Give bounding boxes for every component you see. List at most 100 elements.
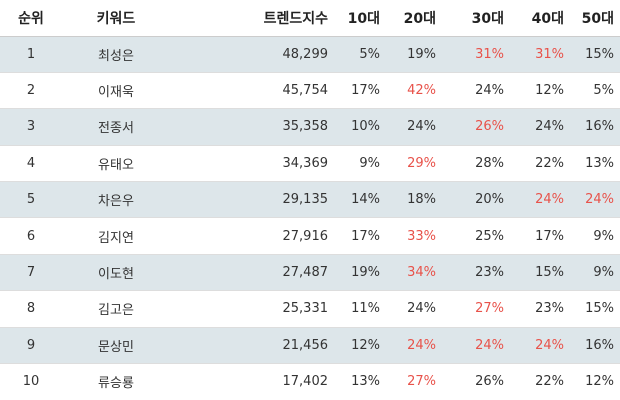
age-10s-cell: 5%: [334, 35, 386, 73]
keyword-cell: 유태오: [62, 144, 170, 182]
age-30s-cell: 20%: [442, 181, 510, 218]
age-30s-cell: 23%: [442, 253, 510, 291]
age-40s-cell: 31%: [510, 35, 570, 73]
age-20s-cell: 19%: [386, 35, 442, 73]
age-10s-cell: 10%: [334, 108, 386, 146]
header-age-40s: 40대: [510, 0, 570, 37]
age-30s-cell: 26%: [442, 363, 510, 400]
age-50s-cell: 13%: [570, 144, 620, 182]
table-row: 2 이재욱 45,754 17% 42% 24% 12% 5%: [0, 71, 620, 109]
table-row: 8 김고은 25,331 11% 24% 27% 23% 15%: [0, 290, 620, 328]
table-row: 3 전종서 35,358 10% 24% 26% 24% 16%: [0, 108, 620, 146]
age-40s-cell: 24%: [510, 108, 570, 146]
age-50s-cell: 16%: [570, 326, 620, 364]
age-20s-cell: 29%: [386, 144, 442, 182]
trend-index-cell: 48,299: [170, 35, 334, 73]
header-age-20s: 20대: [386, 0, 442, 37]
age-30s-cell: 24%: [442, 326, 510, 364]
age-10s-cell: 19%: [334, 253, 386, 291]
age-40s-cell: 24%: [510, 326, 570, 364]
table-row: 6 김지연 27,916 17% 33% 25% 17% 9%: [0, 217, 620, 255]
age-20s-cell: 24%: [386, 326, 442, 364]
rank-cell: 3: [0, 108, 62, 146]
age-20s-cell: 24%: [386, 290, 442, 328]
table-row: 7 이도현 27,487 19% 34% 23% 15% 9%: [0, 253, 620, 291]
age-20s-cell: 18%: [386, 181, 442, 218]
age-30s-cell: 31%: [442, 35, 510, 73]
keyword-cell: 차은우: [62, 181, 170, 218]
rank-cell: 4: [0, 144, 62, 182]
rank-cell: 8: [0, 290, 62, 328]
keyword-cell: 류승룡: [62, 363, 170, 400]
header-keyword: 키워드: [62, 0, 170, 37]
table-row: 9 문상민 21,456 12% 24% 24% 24% 16%: [0, 326, 620, 364]
trend-index-cell: 27,916: [170, 217, 334, 255]
age-10s-cell: 13%: [334, 363, 386, 400]
age-50s-cell: 12%: [570, 363, 620, 400]
age-40s-cell: 17%: [510, 217, 570, 255]
age-10s-cell: 11%: [334, 290, 386, 328]
trend-index-cell: 27,487: [170, 253, 334, 291]
table-row: 4 유태오 34,369 9% 29% 28% 22% 13%: [0, 144, 620, 182]
age-40s-cell: 15%: [510, 253, 570, 291]
age-30s-cell: 26%: [442, 108, 510, 146]
keyword-cell: 이재욱: [62, 71, 170, 109]
age-50s-cell: 16%: [570, 108, 620, 146]
age-10s-cell: 17%: [334, 217, 386, 255]
header-row: 순위 키워드 트렌드지수 10대 20대 30대 40대 50대: [0, 0, 620, 37]
header-rank: 순위: [0, 0, 62, 37]
rank-cell: 5: [0, 181, 62, 218]
age-50s-cell: 15%: [570, 35, 620, 73]
age-40s-cell: 22%: [510, 144, 570, 182]
trend-index-cell: 21,456: [170, 326, 334, 364]
rank-cell: 7: [0, 253, 62, 291]
age-20s-cell: 42%: [386, 71, 442, 109]
age-40s-cell: 23%: [510, 290, 570, 328]
rank-cell: 2: [0, 71, 62, 109]
rank-cell: 10: [0, 363, 62, 400]
keyword-cell: 전종서: [62, 108, 170, 146]
age-50s-cell: 9%: [570, 253, 620, 291]
trend-index-cell: 45,754: [170, 71, 334, 109]
table-row: 5 차은우 29,135 14% 18% 20% 24% 24%: [0, 181, 620, 218]
keyword-cell: 문상민: [62, 326, 170, 364]
trend-index-cell: 35,358: [170, 108, 334, 146]
age-30s-cell: 24%: [442, 71, 510, 109]
age-20s-cell: 24%: [386, 108, 442, 146]
age-10s-cell: 12%: [334, 326, 386, 364]
age-30s-cell: 25%: [442, 217, 510, 255]
trend-index-cell: 29,135: [170, 181, 334, 218]
age-40s-cell: 22%: [510, 363, 570, 400]
trend-index-cell: 25,331: [170, 290, 334, 328]
age-20s-cell: 34%: [386, 253, 442, 291]
age-10s-cell: 17%: [334, 71, 386, 109]
age-10s-cell: 9%: [334, 144, 386, 182]
age-30s-cell: 27%: [442, 290, 510, 328]
table-row: 1 최성은 48,299 5% 19% 31% 31% 15%: [0, 35, 620, 73]
age-10s-cell: 14%: [334, 181, 386, 218]
age-50s-cell: 5%: [570, 71, 620, 109]
age-20s-cell: 27%: [386, 363, 442, 400]
keyword-cell: 최성은: [62, 35, 170, 73]
age-30s-cell: 28%: [442, 144, 510, 182]
table-row: 10 류승룡 17,402 13% 27% 26% 22% 12%: [0, 363, 620, 400]
rank-cell: 6: [0, 217, 62, 255]
age-50s-cell: 24%: [570, 181, 620, 218]
keyword-cell: 이도현: [62, 253, 170, 291]
keyword-cell: 김지연: [62, 217, 170, 255]
header-trend-index: 트렌드지수: [170, 0, 334, 37]
rank-cell: 1: [0, 35, 62, 73]
age-50s-cell: 9%: [570, 217, 620, 255]
header-age-30s: 30대: [442, 0, 510, 37]
age-40s-cell: 24%: [510, 181, 570, 218]
header-age-10s: 10대: [334, 0, 386, 37]
header-age-50s: 50대: [570, 0, 620, 37]
age-40s-cell: 12%: [510, 71, 570, 109]
trend-index-cell: 17,402: [170, 363, 334, 400]
keyword-cell: 김고은: [62, 290, 170, 328]
rank-cell: 9: [0, 326, 62, 364]
trend-index-cell: 34,369: [170, 144, 334, 182]
age-20s-cell: 33%: [386, 217, 442, 255]
age-50s-cell: 15%: [570, 290, 620, 328]
